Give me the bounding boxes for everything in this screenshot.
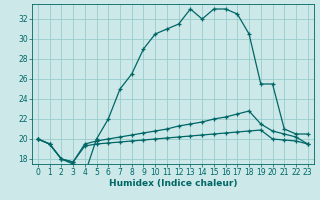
X-axis label: Humidex (Indice chaleur): Humidex (Indice chaleur) bbox=[108, 179, 237, 188]
